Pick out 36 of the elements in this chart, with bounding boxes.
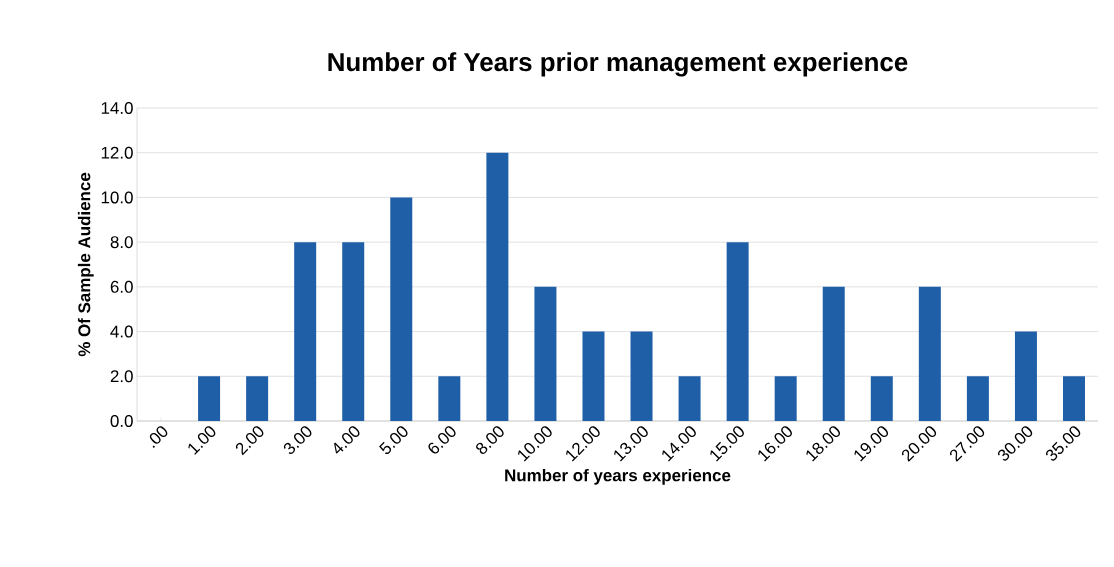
- bar: [246, 376, 269, 421]
- bar: [966, 376, 989, 421]
- bar: [918, 286, 941, 421]
- y-axis-title: % Of Sample Audience: [77, 172, 94, 357]
- y-tick-label: 8.0: [110, 236, 133, 249]
- bar: [822, 286, 845, 421]
- bar: [1062, 376, 1085, 421]
- bar: [438, 376, 461, 421]
- bar: [486, 152, 509, 421]
- bar: [870, 376, 893, 421]
- chart-title: Number of Years prior management experience: [328, 52, 908, 77]
- y-tick-label: 2.0: [110, 370, 133, 383]
- x-tick-label: 4.00: [334, 426, 360, 454]
- x-tick-label: .00: [149, 426, 168, 449]
- bar: [1014, 331, 1037, 421]
- x-tick-label: 3.00: [283, 426, 312, 455]
- bar: [726, 242, 749, 421]
- bar: [630, 331, 653, 421]
- y-tick-label: 0.0: [110, 415, 133, 427]
- x-tick-label: 5.00: [379, 426, 408, 455]
- bar: [294, 242, 317, 421]
- x-axis-title: Number of years experience: [505, 468, 731, 485]
- bar: [390, 197, 413, 421]
- x-tick-label: 8.00: [476, 426, 504, 455]
- bar: [774, 376, 797, 421]
- bar: [342, 242, 365, 421]
- y-tick-label: 10.0: [101, 191, 133, 204]
- bar: [678, 376, 701, 421]
- bar: [582, 331, 605, 421]
- y-tick-label: 6.0: [110, 280, 133, 293]
- bar: [198, 376, 221, 421]
- y-tick-label: 4.0: [110, 325, 133, 338]
- x-tick-label: 6.00: [428, 426, 456, 454]
- y-tick-label: 12.0: [101, 146, 133, 159]
- y-tick-label: 14.0: [101, 102, 133, 114]
- bar: [534, 286, 557, 421]
